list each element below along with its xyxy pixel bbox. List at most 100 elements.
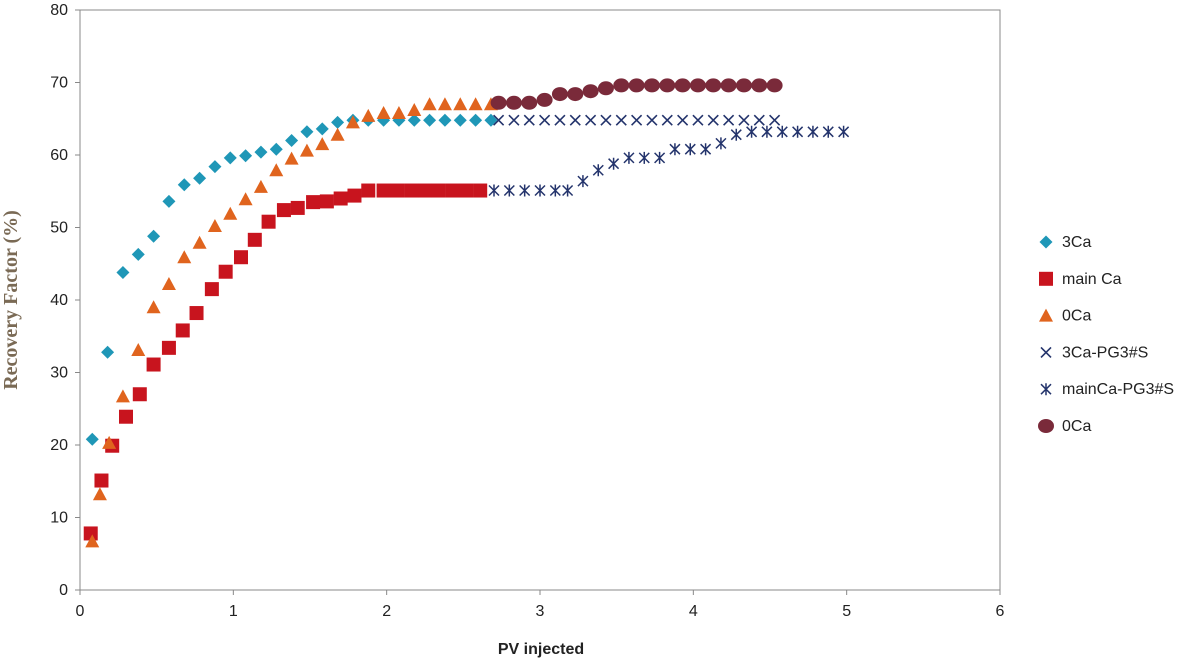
data-point <box>193 171 207 185</box>
data-point <box>582 84 599 99</box>
data-point <box>569 114 581 126</box>
legend-label: 3Ca-PG3#S <box>1062 344 1148 361</box>
series-1 <box>83 183 488 541</box>
data-point <box>315 137 330 151</box>
legend-label: 0Ca <box>1062 308 1091 325</box>
data-point <box>490 95 507 110</box>
y-tick-label: 80 <box>50 2 68 19</box>
data-point <box>361 108 376 122</box>
legend-label: mainCa-PG3#S <box>1062 381 1174 398</box>
y-tick-label: 40 <box>50 292 68 309</box>
data-point <box>577 175 589 188</box>
data-point <box>269 163 284 177</box>
data-point <box>807 125 819 138</box>
data-point <box>700 143 712 156</box>
data-point <box>554 114 566 126</box>
data-point <box>838 125 850 138</box>
data-point <box>659 78 676 93</box>
series-5 <box>490 78 783 110</box>
data-point <box>284 151 299 165</box>
x-tick-label: 2 <box>382 603 391 620</box>
y-tick-label: 20 <box>50 437 68 454</box>
data-point <box>613 78 630 93</box>
data-point <box>822 125 834 138</box>
data-point <box>247 232 262 247</box>
data-point <box>776 125 788 138</box>
data-point <box>631 114 643 126</box>
data-point <box>661 114 673 126</box>
data-point <box>390 183 405 198</box>
data-point <box>503 184 515 197</box>
data-point <box>597 81 614 96</box>
data-point <box>484 113 498 127</box>
data-point <box>376 105 391 119</box>
data-point <box>437 97 452 111</box>
data-point <box>175 323 190 338</box>
y-tick-label: 10 <box>50 510 68 527</box>
data-point <box>315 122 329 136</box>
data-point <box>146 300 161 314</box>
data-point <box>738 114 750 126</box>
data-point <box>715 137 727 150</box>
data-point <box>85 534 100 548</box>
x-tick-label: 3 <box>536 603 545 620</box>
data-point <box>539 114 551 126</box>
data-point <box>83 526 98 541</box>
legend-item: 0Ca <box>1038 418 1091 435</box>
y-tick-label: 0 <box>59 582 68 599</box>
data-point <box>431 183 446 198</box>
legend-marker <box>1038 419 1054 433</box>
x-tick-label: 0 <box>76 603 85 620</box>
data-point <box>85 432 99 446</box>
legend-item: 0Ca <box>1039 308 1091 325</box>
data-point <box>615 114 627 126</box>
data-point <box>551 87 568 102</box>
legend-item: 3Ca <box>1039 234 1091 251</box>
data-point <box>473 183 488 198</box>
data-point <box>720 78 737 93</box>
data-point <box>147 229 161 243</box>
data-point <box>177 178 191 192</box>
data-point <box>92 487 107 501</box>
data-point <box>234 250 248 265</box>
data-point <box>623 151 635 164</box>
data-point <box>654 151 666 164</box>
series-3 <box>493 114 781 126</box>
data-point <box>306 195 321 210</box>
x-axis-label: PV injected <box>498 641 584 658</box>
data-point <box>253 179 268 193</box>
data-point <box>407 113 421 127</box>
data-point <box>562 184 574 197</box>
data-point <box>689 78 706 93</box>
data-point <box>705 78 722 93</box>
data-point <box>677 114 689 126</box>
data-point <box>333 191 348 206</box>
data-point <box>299 143 314 157</box>
data-point <box>300 125 314 139</box>
y-tick-label: 60 <box>50 147 68 164</box>
data-point <box>177 250 192 264</box>
data-point <box>423 113 437 127</box>
data-point <box>290 200 305 215</box>
data-point <box>519 184 531 197</box>
legend-label: 0Ca <box>1062 418 1091 435</box>
data-point <box>761 125 773 138</box>
data-point <box>94 473 109 488</box>
legend-marker <box>1039 308 1053 322</box>
data-point <box>115 389 130 403</box>
data-point <box>505 95 522 110</box>
data-point <box>707 114 719 126</box>
data-point <box>488 184 500 197</box>
data-point <box>643 78 660 93</box>
data-point <box>319 194 334 209</box>
x-tick-label: 5 <box>842 603 851 620</box>
data-point <box>792 125 804 138</box>
data-point <box>391 105 406 119</box>
data-point <box>207 219 222 233</box>
data-point <box>161 340 176 355</box>
data-point <box>468 97 483 111</box>
data-point <box>345 115 360 129</box>
data-point <box>523 114 535 126</box>
data-point <box>131 343 146 357</box>
data-point <box>223 206 238 220</box>
